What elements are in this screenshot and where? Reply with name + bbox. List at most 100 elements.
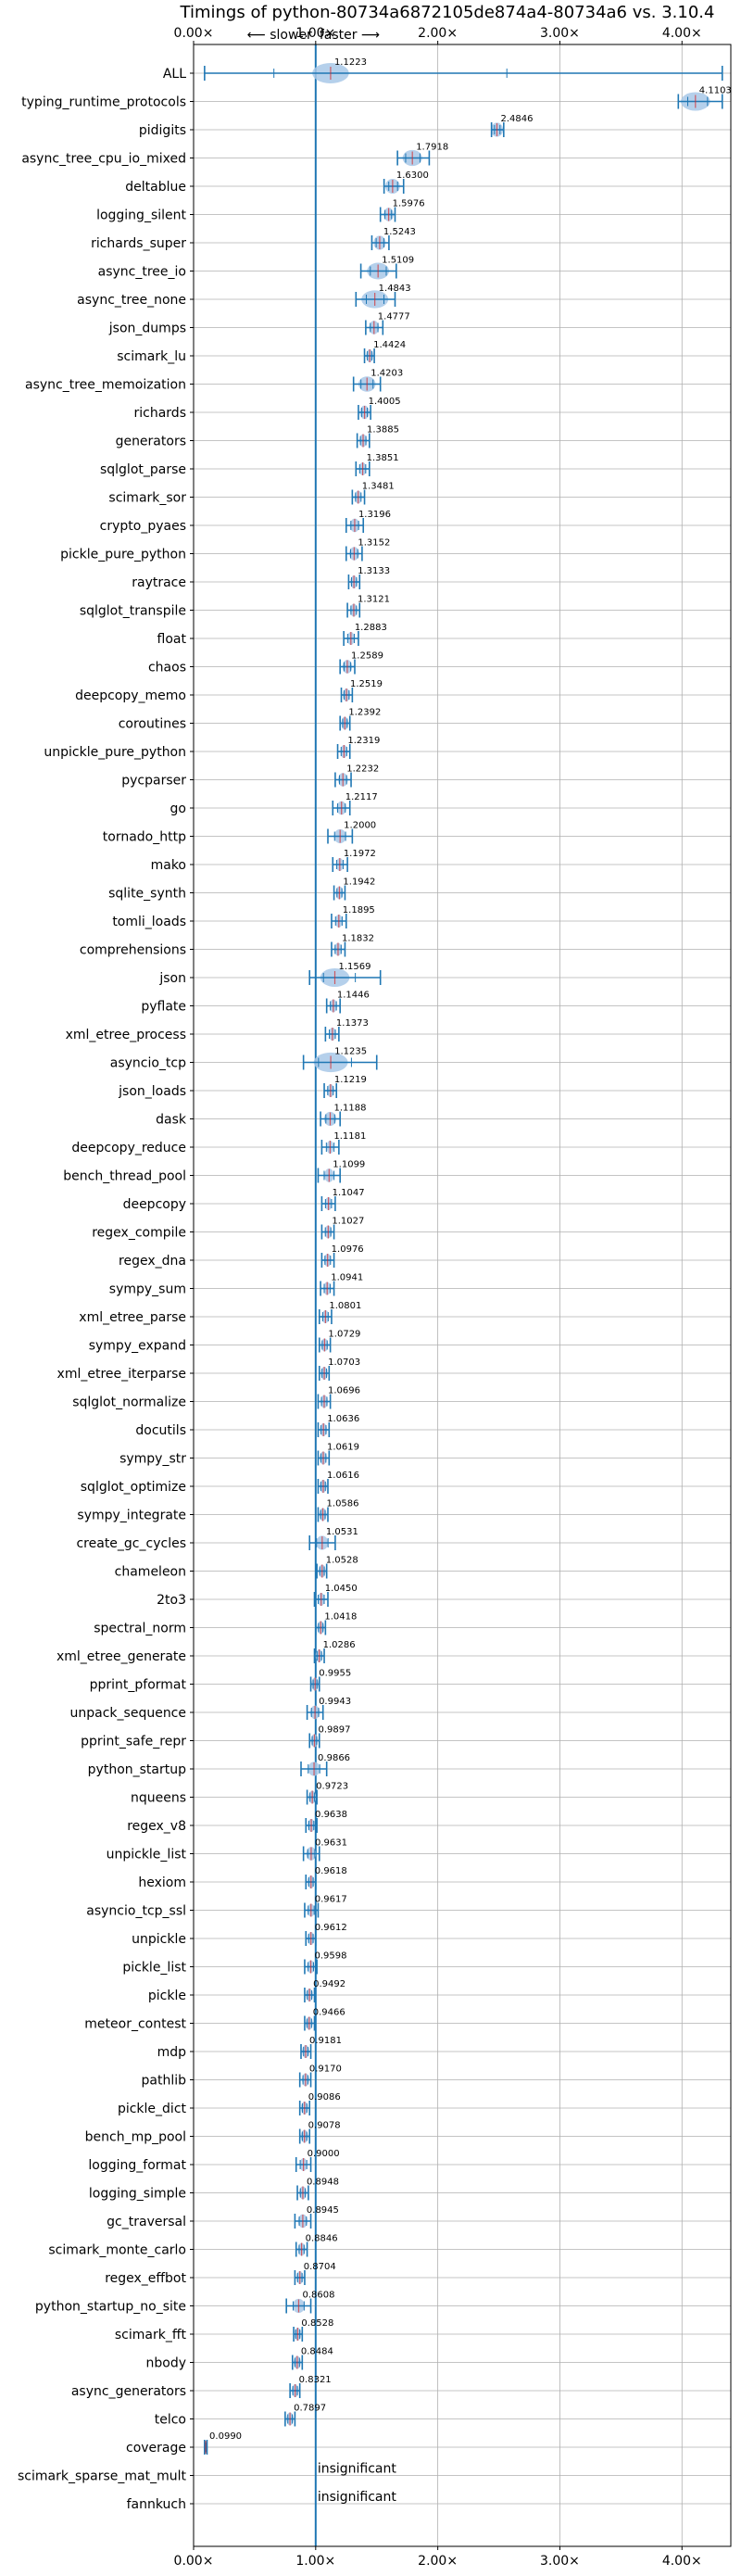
value-label-deepcopy-reduce: 1.1181: [333, 1131, 366, 1142]
benchmark-label-crypto-pyaes: crypto_pyaes: [100, 519, 186, 534]
value-label-chaos: 1.2589: [351, 651, 383, 662]
value-label-async-tree-none: 1.4843: [379, 284, 411, 294]
value-label-json-loads: 1.1219: [334, 1075, 367, 1085]
benchmark-label-richards-super: richards_super: [91, 236, 186, 251]
value-label-gc-traversal: 0.8945: [307, 2205, 339, 2216]
chart-title: Timings of python-80734a6872105de874a4-8…: [180, 3, 715, 22]
benchmark-label-deepcopy: deepcopy: [123, 1197, 186, 1212]
benchmark-label-create-gc-cycles: create_gc_cycles: [76, 1536, 186, 1551]
slower-label: ⟵ slower: [247, 28, 312, 43]
benchmark-label-spectral-norm: spectral_norm: [94, 1622, 186, 1636]
value-label-telco: 0.7897: [294, 2404, 326, 2414]
benchmark-label-mako: mako: [151, 858, 186, 873]
value-label-async-generators: 0.8321: [299, 2375, 332, 2385]
value-label-logging-silent: 1.5976: [393, 199, 425, 209]
value-label-scimark-fft: 0.8528: [301, 2318, 333, 2329]
value-label-regex-effbot: 0.8704: [304, 2262, 336, 2272]
value-label-logging-format: 0.9000: [308, 2149, 340, 2159]
benchmark-label-fannkuch: fannkuch: [127, 2497, 186, 2512]
value-label-deepcopy-memo: 1.2519: [350, 679, 383, 689]
benchmark-label-regex-dna: regex_dna: [119, 1254, 186, 1269]
value-label-pathlib: 0.9170: [309, 2065, 342, 2075]
benchmark-label-sqlglot-parse: sqlglot_parse: [100, 462, 186, 477]
benchmark-label-regex-compile: regex_compile: [92, 1226, 186, 1241]
value-label-tornado-http: 1.2000: [344, 821, 376, 831]
benchmark-label-typing-runtime-protocols: typing_runtime_protocols: [21, 95, 186, 110]
plot-area: 0.00× 0.00× 1.00× 1.00× 2.00× 2.00× 3.00× 3.00×…: [18, 26, 732, 2569]
value-label-pickle-pure-python: 1.3152: [358, 538, 390, 549]
benchmark-label-async-tree-cpu-io-mixed: async_tree_cpu_io_mixed: [21, 152, 186, 167]
value-label-typing-runtime-protocols: 4.1103: [699, 86, 732, 96]
benchmark-label-dask: dask: [156, 1113, 187, 1128]
benchmark-label-pathlib: pathlib: [142, 2074, 187, 2089]
benchmark-label-pickle-dict: pickle_dict: [118, 2102, 187, 2116]
value-label-sqlglot-normalize: 1.0696: [328, 1386, 360, 1396]
benchmark-label-logging-simple: logging_simple: [89, 2187, 186, 2202]
benchmark-label-docutils: docutils: [135, 1423, 186, 1438]
benchmark-label-coroutines: coroutines: [119, 717, 186, 732]
value-label-bench-mp-pool: 0.9078: [308, 2121, 341, 2131]
value-label-json: 1.1569: [339, 962, 371, 972]
value-label-all: 1.1223: [334, 57, 367, 68]
benchmark-label-pprint-pformat: pprint_pformat: [90, 1678, 187, 1693]
value-label-nbody: 0.8484: [301, 2347, 333, 2357]
benchmark-label-deepcopy-reduce: deepcopy_reduce: [71, 1141, 186, 1155]
value-label-unpickle: 0.9612: [315, 1923, 347, 1933]
value-label-unpack-sequence: 0.9943: [319, 1697, 351, 1707]
value-label-sqlglot-parse: 1.3851: [367, 453, 399, 463]
benchmark-label-sympy-str: sympy_str: [119, 1452, 186, 1467]
benchmark-label-unpickle: unpickle: [132, 1932, 186, 1947]
value-label-mdp: 0.9181: [309, 2036, 342, 2046]
benchmark-label-scimark-sparse-mat-mult: scimark_sparse_mat_mult: [18, 2469, 186, 2484]
insignificant-label-fannkuch: insignificant: [318, 2490, 397, 2505]
benchmark-label-asyncio-tcp: asyncio_tcp: [110, 1056, 186, 1071]
benchmark-label-coverage: coverage: [126, 2441, 186, 2456]
value-label-xml-etree-parse: 1.0801: [329, 1301, 361, 1311]
value-label-pickle-list: 0.9598: [315, 1951, 347, 1962]
value-label-sympy-integrate: 1.0586: [327, 1499, 359, 1509]
value-label-hexiom: 0.9618: [315, 1866, 347, 1876]
benchmark-label-unpack-sequence: unpack_sequence: [70, 1706, 186, 1721]
value-label-pyflate: 1.1446: [337, 991, 370, 1001]
value-label-sympy-str: 1.0619: [327, 1443, 359, 1453]
benchmark-label-sympy-expand: sympy_expand: [89, 1339, 186, 1354]
benchmark-label-pickle-list: pickle_list: [122, 1961, 186, 1976]
value-label-pickle-dict: 0.9086: [308, 2092, 341, 2102]
value-label-deltablue: 1.6300: [396, 170, 429, 181]
value-label-2to3: 1.0450: [325, 1584, 358, 1594]
value-label-sqlglot-optimize: 1.0616: [327, 1471, 359, 1481]
plot-frame: [193, 44, 732, 2547]
benchmark-label-asyncio-tcp-ssl: asyncio_tcp_ssl: [86, 1904, 186, 1919]
value-label-async-tree-cpu-io-mixed: 1.7918: [416, 143, 448, 153]
x-tick-label-top: 4.00×: [662, 26, 702, 41]
benchmark-label-mdp: mdp: [157, 2045, 187, 2060]
value-label-scimark-sor: 1.3481: [362, 482, 395, 492]
x-tick-label-top: 0.00×: [174, 26, 214, 41]
value-label-go: 1.2117: [345, 792, 378, 802]
value-label-unpickle-list: 0.9631: [315, 1838, 347, 1849]
benchmark-label-scimark-lu: scimark_lu: [117, 349, 186, 364]
benchmark-label-pidigits: pidigits: [139, 123, 186, 138]
benchmark-label-logging-format: logging_format: [88, 2158, 186, 2173]
benchmark-label-gc-traversal: gc_traversal: [107, 2215, 186, 2229]
benchmark-label-sympy-sum: sympy_sum: [109, 1282, 186, 1297]
benchmark-label-chameleon: chameleon: [115, 1565, 186, 1580]
benchmark-label-regex-v8: regex_v8: [127, 1819, 186, 1834]
value-label-asyncio-tcp-ssl: 0.9617: [315, 1895, 347, 1905]
value-label-async-tree-memoization: 1.4203: [370, 369, 403, 379]
value-label-python-startup-no-site: 0.8608: [302, 2291, 334, 2301]
value-label-chameleon: 1.0528: [326, 1556, 358, 1566]
benchmark-label-scimark-sor: scimark_sor: [108, 491, 186, 506]
benchmark-label-all: ALL: [163, 67, 186, 82]
x-tick-label-top: 1.00×: [295, 26, 335, 41]
benchmark-label-async-tree-memoization: async_tree_memoization: [25, 378, 186, 393]
benchmark-label-async-tree-io: async_tree_io: [98, 265, 186, 280]
value-label-float: 1.2883: [355, 623, 387, 633]
value-label-raytrace: 1.3133: [358, 566, 390, 576]
value-label-meteor-contest: 0.9466: [313, 2008, 345, 2018]
benchmark-label-nqueens: nqueens: [131, 1791, 186, 1806]
value-label-regex-v8: 0.9638: [315, 1810, 347, 1820]
benchmark-label-xml-etree-iterparse: xml_etree_iterparse: [57, 1367, 186, 1382]
benchmark-label-pickle-pure-python: pickle_pure_python: [60, 548, 186, 562]
